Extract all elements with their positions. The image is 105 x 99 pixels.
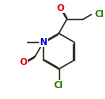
Text: O: O	[57, 4, 64, 13]
Text: O: O	[20, 58, 28, 67]
Text: Cl: Cl	[54, 81, 64, 90]
Text: N: N	[39, 38, 47, 47]
Text: Cl: Cl	[95, 10, 104, 19]
